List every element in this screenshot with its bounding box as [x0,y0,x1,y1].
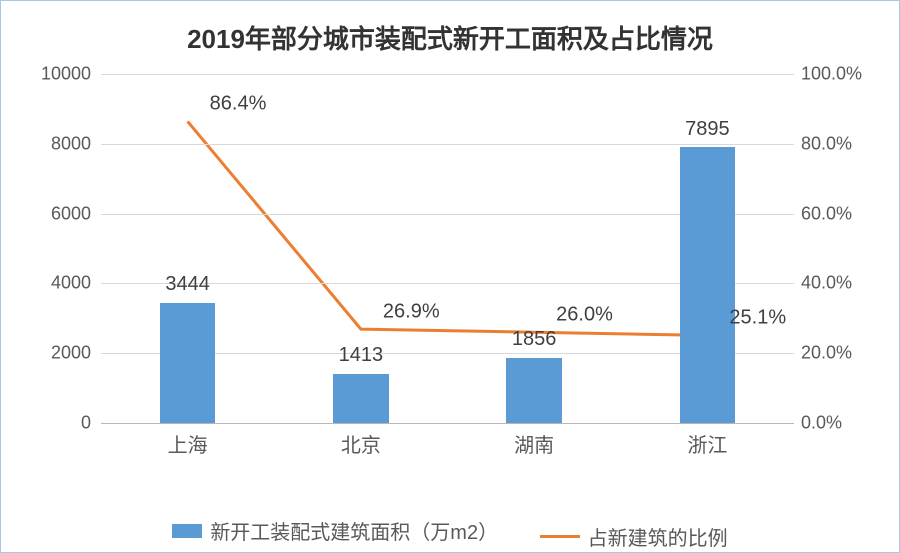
plot-area: 02000400060008000100000.0%20.0%40.0%60.0… [101,74,794,424]
legend: 新开工装配式建筑面积（万m2） 占新建筑的比例 [21,516,879,551]
legend-item-bars: 新开工装配式建筑面积（万m2） [172,516,498,545]
gridline [101,74,794,75]
x-axis-label: 北京 [341,429,381,458]
chart-container: 2019年部分城市装配式新开工面积及占比情况 0 2000 4000 6000 8000… [0,0,900,553]
line-value-label: 26.9% [383,300,440,323]
plot-wrap: 0 2000 4000 6000 8000 10000 0.0% 20.0% 40.0% 60.0… [21,64,879,464]
bar [680,147,735,423]
y-left-tick-label: 8000 [26,133,91,154]
line-value-label: 86.4% [210,93,267,116]
bar-value-label: 3444 [165,273,210,296]
chart-title: 2019年部分城市装配式新开工面积及占比情况 [21,19,879,56]
y-right-tick-label: 20.0% [801,343,879,364]
y-right-tick-label: 0.0% [801,413,879,434]
bar [506,358,561,423]
line-swatch [540,535,580,538]
bar [333,374,388,423]
line-series [188,121,708,335]
legend-bars-label: 新开工装配式建筑面积（万m2） [210,516,498,545]
x-axis-label: 湖南 [514,429,554,458]
y-right-tick-label: 100.0% [801,64,879,85]
bar-value-label: 1413 [339,344,384,367]
line-value-label: 26.0% [556,303,613,326]
y-right-tick-label: 40.0% [801,273,879,294]
y-right-tick-label: 60.0% [801,203,879,224]
x-axis-label: 浙江 [687,429,727,458]
bar-swatch [172,524,202,538]
legend-line-label: 占新建筑的比例 [588,522,728,551]
bar-value-label: 7895 [685,118,730,141]
x-axis-label: 上海 [168,429,208,458]
y-left-tick-label: 6000 [26,203,91,224]
line-value-label: 25.1% [729,306,786,329]
y-left-tick-label: 4000 [26,273,91,294]
y-left-tick-label: 2000 [26,343,91,364]
bar [160,303,215,423]
y-right-tick-label: 80.0% [801,133,879,154]
bar-value-label: 1856 [512,328,557,351]
legend-item-line: 占新建筑的比例 [540,522,728,551]
y-left-tick-label: 10000 [26,64,91,85]
y-left-tick-label: 0 [26,413,91,434]
gridline [101,144,794,145]
